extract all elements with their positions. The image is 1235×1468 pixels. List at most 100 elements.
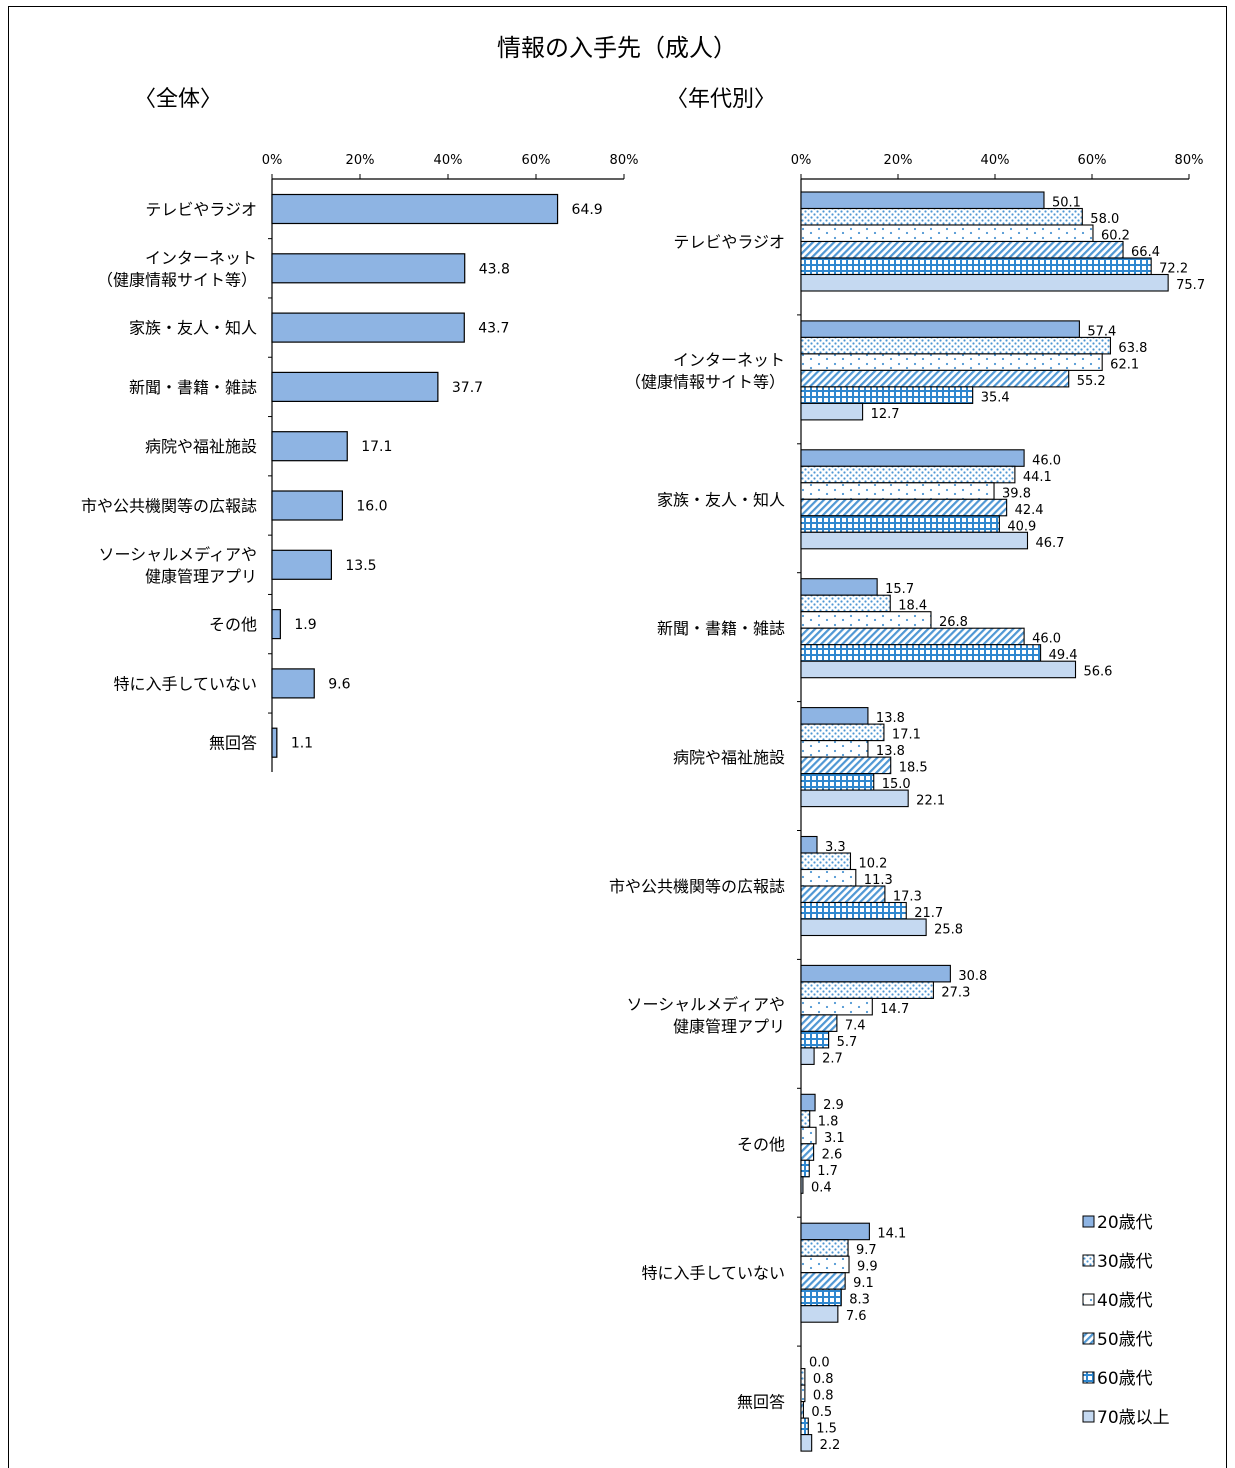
value-label-cat-7-series-1: 30.8 bbox=[958, 969, 987, 984]
bar-cat-8-series-3 bbox=[800, 1126, 817, 1145]
bar-cat-5-series-6 bbox=[800, 789, 909, 808]
category-label-cat-3: 家族・友人・知人 bbox=[657, 490, 785, 509]
bar-cat-2-series-3 bbox=[800, 353, 1103, 371]
value-label-cat-9-series-5: 8.3 bbox=[849, 1293, 870, 1308]
category-label-cat-10: 無回答 bbox=[737, 1393, 785, 1412]
x-tick-label: 40% bbox=[981, 153, 1010, 168]
value-label-cat-10-series-2: 0.8 bbox=[813, 1372, 834, 1387]
bar-cat-3-series-6 bbox=[800, 531, 1029, 550]
value-label-cat-5-series-2: 17.1 bbox=[892, 728, 921, 743]
bar-cat-7-series-2 bbox=[800, 981, 934, 999]
category-label-cat-1: テレビやラジオ bbox=[145, 200, 257, 219]
x-tick-label: 40% bbox=[434, 153, 463, 168]
value-label-cat-10-series-5: 1.5 bbox=[816, 1422, 837, 1437]
bar-cat-7-series-4 bbox=[800, 1014, 838, 1032]
bar-cat-7 bbox=[271, 549, 333, 580]
category-label-cat-9: 特に入手していない bbox=[113, 674, 257, 693]
left-panel-heading: 〈全体〉 bbox=[134, 87, 222, 112]
value-label-cat-5-series-1: 13.8 bbox=[876, 711, 905, 726]
legend-swatch-series-5 bbox=[1082, 1371, 1095, 1384]
category-label-cat-1: テレビやラジオ bbox=[673, 233, 785, 252]
category-label-cat-7: 健康管理アプリ bbox=[673, 1017, 785, 1036]
x-tick-label: 60% bbox=[1078, 153, 1107, 168]
category-label-cat-5: 病院や福祉施設 bbox=[145, 437, 257, 456]
legend-swatch-series-3 bbox=[1082, 1293, 1095, 1306]
bar-cat-2-series-6 bbox=[800, 402, 864, 421]
bar-cat-3-series-1 bbox=[800, 449, 1025, 467]
bar-cat-1 bbox=[271, 193, 559, 225]
legend-label-series-1: 20歳代 bbox=[1097, 1213, 1153, 1233]
bar-cat-4-series-6 bbox=[800, 660, 1077, 679]
value-label-cat-3-series-3: 39.8 bbox=[1002, 486, 1031, 501]
legend-label-series-6: 70歳以上 bbox=[1097, 1408, 1170, 1428]
legend-swatch-series-6 bbox=[1082, 1410, 1095, 1423]
bar-cat-4 bbox=[271, 371, 439, 402]
bar-cat-10-series-2 bbox=[800, 1368, 806, 1386]
value-label-cat-9-series-2: 9.7 bbox=[856, 1243, 877, 1258]
bar-cat-2-series-4 bbox=[800, 369, 1070, 388]
category-label-cat-8: その他 bbox=[737, 1135, 785, 1154]
value-label-cat-9: 9.6 bbox=[328, 676, 350, 692]
value-label-cat-5-series-4: 18.5 bbox=[899, 761, 928, 776]
value-label-cat-5-series-5: 15.0 bbox=[882, 777, 911, 792]
value-label-cat-8-series-1: 2.9 bbox=[823, 1098, 844, 1113]
value-label-cat-7-series-6: 2.7 bbox=[822, 1051, 843, 1066]
value-label-cat-10-series-6: 2.2 bbox=[820, 1438, 841, 1453]
x-tick-label: 20% bbox=[346, 153, 375, 168]
bar-cat-3-series-3 bbox=[800, 482, 995, 500]
bar-cat-1-series-1 bbox=[800, 191, 1045, 210]
value-label-cat-8-series-5: 1.7 bbox=[817, 1164, 838, 1179]
value-label-cat-10-series-4: 0.5 bbox=[811, 1405, 832, 1420]
bar-cat-8 bbox=[271, 608, 281, 640]
value-label-cat-2-series-1: 57.4 bbox=[1087, 324, 1116, 339]
category-label-cat-9: 特に入手していない bbox=[641, 1264, 785, 1283]
value-label-cat-1-series-5: 72.2 bbox=[1159, 262, 1188, 277]
bar-cat-1-series-5 bbox=[800, 257, 1152, 276]
value-label-cat-3-series-2: 44.1 bbox=[1023, 470, 1052, 485]
value-label-cat-3-series-1: 46.0 bbox=[1032, 453, 1061, 468]
legend-label-series-2: 30歳代 bbox=[1097, 1252, 1153, 1272]
bar-cat-10-series-3 bbox=[800, 1384, 806, 1403]
value-label-cat-9-series-6: 7.6 bbox=[846, 1309, 867, 1324]
value-label-cat-6-series-4: 17.3 bbox=[893, 890, 922, 905]
bar-cat-1-series-6 bbox=[800, 273, 1169, 292]
value-label-cat-8-series-4: 2.6 bbox=[822, 1147, 843, 1162]
value-label-cat-2-series-4: 55.2 bbox=[1077, 374, 1106, 389]
value-label-cat-4-series-4: 46.0 bbox=[1032, 632, 1061, 647]
value-label-cat-5-series-6: 22.1 bbox=[916, 794, 945, 809]
bar-cat-10-series-6 bbox=[800, 1434, 813, 1452]
x-tick-label: 80% bbox=[610, 153, 639, 168]
value-label-cat-10-series-3: 0.8 bbox=[813, 1389, 834, 1404]
bar-cat-2 bbox=[271, 253, 466, 284]
bar-cat-6-series-1 bbox=[800, 835, 818, 854]
bar-cat-7-series-6 bbox=[800, 1047, 815, 1065]
value-label-cat-7: 13.5 bbox=[345, 558, 376, 574]
legend-label-series-4: 50歳代 bbox=[1097, 1330, 1153, 1350]
value-label-cat-5: 17.1 bbox=[361, 439, 392, 455]
category-label-cat-7: ソーシャルメディアや bbox=[98, 545, 257, 564]
bar-cat-9 bbox=[271, 668, 315, 699]
category-label-cat-2: （健康情報サイト等） bbox=[97, 270, 257, 289]
bar-cat-5-series-5 bbox=[800, 773, 875, 791]
category-label-cat-6: 市や公共機関等の広報誌 bbox=[609, 877, 785, 896]
bar-cat-5-series-4 bbox=[800, 756, 892, 775]
x-tick-label: 0% bbox=[791, 153, 812, 168]
right-panel-heading: 〈年代別〉 bbox=[666, 87, 776, 112]
value-label-cat-2-series-3: 62.1 bbox=[1110, 357, 1139, 372]
value-label-cat-4-series-5: 49.4 bbox=[1049, 648, 1078, 663]
bar-cat-1-series-3 bbox=[800, 224, 1094, 243]
left-panel-overall: 0% 20% 40% 60% 80% 64.9 テレビやラジオ 43.8 インターネット （健康情… bbox=[81, 153, 638, 772]
legend-label-series-5: 60歳代 bbox=[1097, 1369, 1153, 1389]
value-label-cat-4-series-2: 18.4 bbox=[898, 599, 927, 614]
value-label-cat-7-series-2: 27.3 bbox=[941, 985, 970, 1000]
category-label-cat-2: インターネット bbox=[145, 248, 257, 267]
category-label-cat-8: その他 bbox=[209, 615, 257, 634]
value-label-cat-1-series-2: 58.0 bbox=[1090, 212, 1119, 227]
value-label-cat-8-series-2: 1.8 bbox=[818, 1114, 839, 1129]
x-tick-label: 0% bbox=[262, 153, 283, 168]
legend-swatch-series-4 bbox=[1082, 1332, 1095, 1345]
bar-cat-9-series-2 bbox=[800, 1239, 849, 1257]
bar-cat-5-series-1 bbox=[800, 707, 869, 725]
bar-cat-5 bbox=[271, 431, 348, 462]
